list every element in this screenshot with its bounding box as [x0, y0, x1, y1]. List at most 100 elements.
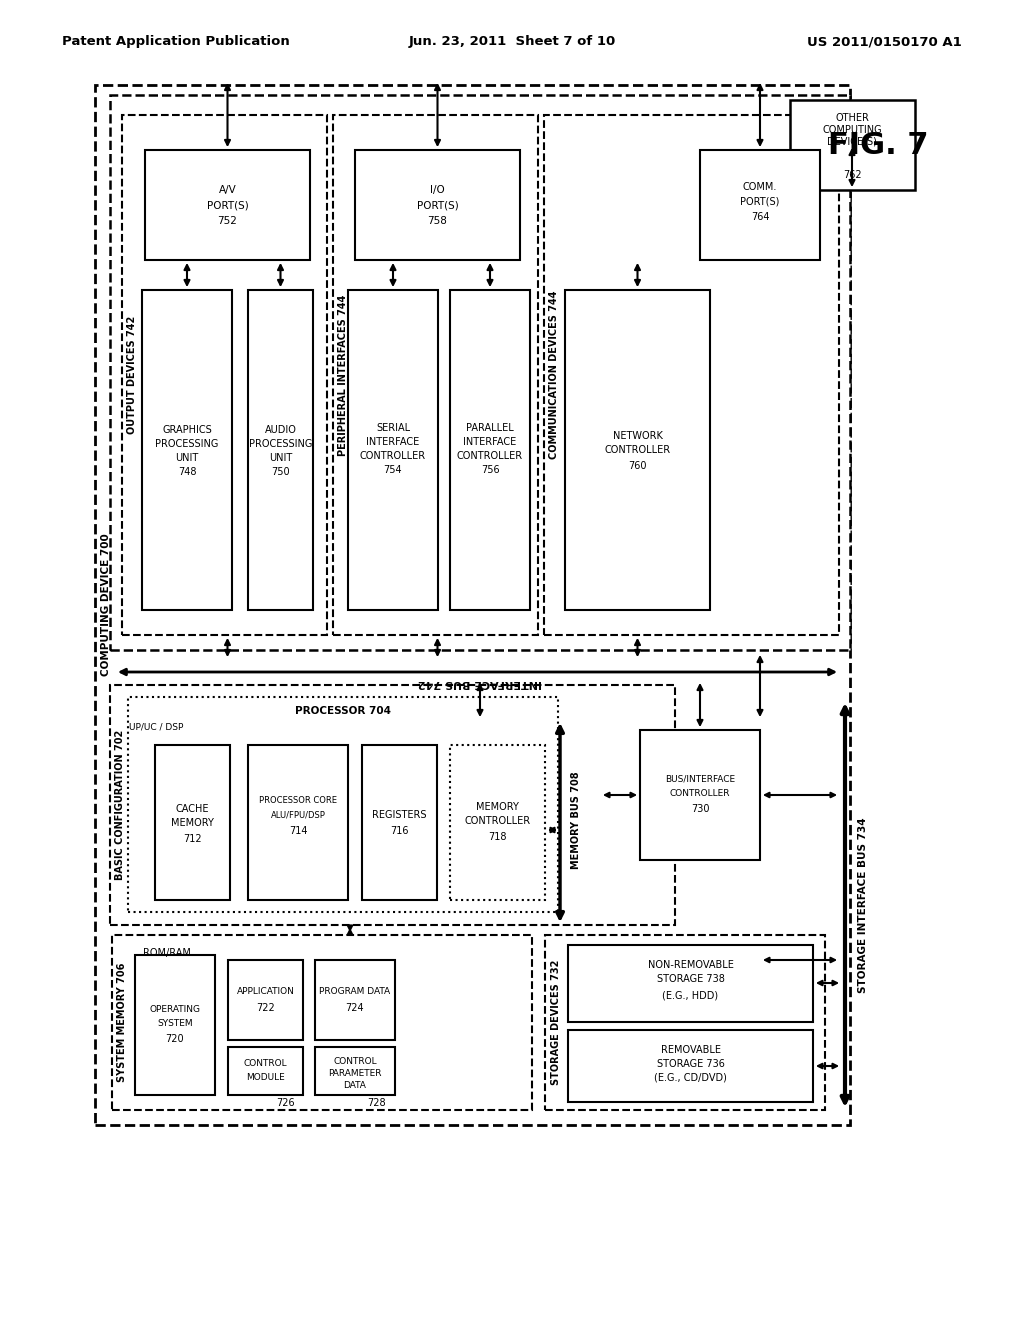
Text: OPERATING: OPERATING — [150, 1005, 201, 1014]
Text: A/V: A/V — [219, 185, 237, 195]
Text: 728: 728 — [368, 1098, 386, 1107]
Text: CONTROLLER: CONTROLLER — [457, 451, 523, 461]
Bar — [248, 290, 313, 610]
Bar — [568, 945, 813, 1022]
Text: MEMORY: MEMORY — [476, 801, 519, 812]
Text: MODULE: MODULE — [246, 1072, 285, 1081]
Text: Jun. 23, 2011  Sheet 7 of 10: Jun. 23, 2011 Sheet 7 of 10 — [409, 36, 615, 49]
Text: FIG. 7: FIG. 7 — [827, 131, 928, 160]
Text: PROCESSOR 704: PROCESSOR 704 — [295, 706, 391, 715]
Text: ROM/RAM: ROM/RAM — [143, 948, 190, 958]
Bar — [450, 290, 530, 610]
Text: 748: 748 — [178, 467, 197, 477]
Bar — [315, 960, 395, 1040]
Text: MEMORY: MEMORY — [171, 817, 214, 828]
Bar — [155, 744, 230, 900]
Text: PORT(S): PORT(S) — [417, 201, 459, 210]
Bar — [142, 290, 232, 610]
Text: PROGRAM DATA: PROGRAM DATA — [319, 987, 390, 997]
Bar — [355, 150, 520, 260]
Text: UP/UC / DSP: UP/UC / DSP — [129, 722, 183, 731]
Text: STORAGE 738: STORAGE 738 — [656, 974, 724, 985]
Bar — [700, 150, 820, 260]
Text: 730: 730 — [691, 804, 710, 814]
Bar — [128, 697, 558, 912]
Bar — [790, 100, 915, 190]
Text: 756: 756 — [480, 465, 500, 475]
Text: I/O: I/O — [430, 185, 444, 195]
Text: PARAMETER: PARAMETER — [329, 1068, 382, 1077]
Text: 762: 762 — [843, 170, 861, 180]
Text: INTERFACE: INTERFACE — [367, 437, 420, 447]
Text: STORAGE 736: STORAGE 736 — [656, 1059, 724, 1069]
Bar — [135, 954, 215, 1096]
Text: STORAGE INTERFACE BUS 734: STORAGE INTERFACE BUS 734 — [858, 817, 868, 993]
Text: 714: 714 — [289, 825, 307, 836]
Text: DATA: DATA — [344, 1081, 367, 1089]
Text: 716: 716 — [390, 825, 409, 836]
Bar — [333, 115, 538, 635]
Text: GRAPHICS: GRAPHICS — [162, 425, 212, 436]
Bar — [228, 1047, 303, 1096]
Bar — [565, 290, 710, 610]
Text: APPLICATION: APPLICATION — [237, 987, 295, 997]
Bar — [362, 744, 437, 900]
Text: 726: 726 — [276, 1098, 295, 1107]
Bar — [110, 685, 675, 925]
Text: PROCESSING: PROCESSING — [156, 440, 219, 449]
Text: 764: 764 — [751, 213, 769, 222]
Text: 718: 718 — [488, 832, 507, 842]
Text: COMMUNICATION DEVICES 744: COMMUNICATION DEVICES 744 — [549, 290, 559, 459]
Text: PROCESSING: PROCESSING — [249, 440, 312, 449]
Text: UNIT: UNIT — [175, 453, 199, 463]
Bar — [112, 935, 532, 1110]
Text: UNIT: UNIT — [269, 453, 292, 463]
Text: PERIPHERAL INTERFACES 744: PERIPHERAL INTERFACES 744 — [338, 294, 348, 455]
Bar — [95, 84, 850, 1125]
Bar — [640, 730, 760, 861]
Text: CONTROL: CONTROL — [333, 1056, 377, 1065]
Text: OUTPUT DEVICES 742: OUTPUT DEVICES 742 — [127, 315, 137, 434]
Text: (E.G., HDD): (E.G., HDD) — [663, 990, 719, 1001]
Text: PORT(S): PORT(S) — [740, 195, 779, 206]
Text: (E.G., CD/DVD): (E.G., CD/DVD) — [654, 1073, 727, 1082]
Text: CONTROLLER: CONTROLLER — [465, 816, 530, 825]
Text: AUDIO: AUDIO — [264, 425, 296, 436]
Text: COMM.: COMM. — [742, 182, 777, 191]
Text: MEMORY BUS 708: MEMORY BUS 708 — [571, 771, 581, 869]
Bar — [450, 744, 545, 900]
Text: SYSTEM: SYSTEM — [158, 1019, 193, 1027]
Text: CONTROL: CONTROL — [244, 1059, 288, 1068]
Text: SERIAL: SERIAL — [376, 422, 410, 433]
Text: COMPUTING DEVICE 700: COMPUTING DEVICE 700 — [101, 533, 111, 676]
Text: PORT(S): PORT(S) — [207, 201, 249, 210]
Text: 752: 752 — [217, 216, 238, 226]
Text: REGISTERS: REGISTERS — [373, 809, 427, 820]
Text: 722: 722 — [256, 1003, 274, 1012]
Text: CONTROLLER: CONTROLLER — [604, 445, 671, 455]
Bar — [122, 115, 327, 635]
Bar — [348, 290, 438, 610]
Text: INTERFACE BUS 742: INTERFACE BUS 742 — [418, 678, 542, 688]
Text: CONTROLLER: CONTROLLER — [670, 788, 730, 797]
Bar — [248, 744, 348, 900]
Text: CONTROLLER: CONTROLLER — [360, 451, 426, 461]
Bar — [544, 115, 839, 635]
Text: 720: 720 — [166, 1034, 184, 1044]
Bar — [228, 960, 303, 1040]
Bar — [110, 95, 850, 649]
Text: Patent Application Publication: Patent Application Publication — [62, 36, 290, 49]
Bar — [145, 150, 310, 260]
Text: PARALLEL: PARALLEL — [466, 422, 514, 433]
Text: 758: 758 — [428, 216, 447, 226]
Text: PROCESSOR CORE: PROCESSOR CORE — [259, 796, 337, 805]
Text: SYSTEM MEMORY 706: SYSTEM MEMORY 706 — [117, 962, 127, 1082]
Text: NETWORK: NETWORK — [612, 432, 663, 441]
Text: 760: 760 — [629, 461, 647, 471]
Text: NON-REMOVABLE: NON-REMOVABLE — [647, 961, 733, 970]
Text: STORAGE DEVICES 732: STORAGE DEVICES 732 — [551, 960, 561, 1085]
Text: BASIC CONFIGURATION 702: BASIC CONFIGURATION 702 — [115, 730, 125, 880]
Bar — [545, 935, 825, 1110]
Text: 712: 712 — [183, 833, 202, 843]
Text: CACHE: CACHE — [176, 804, 209, 813]
